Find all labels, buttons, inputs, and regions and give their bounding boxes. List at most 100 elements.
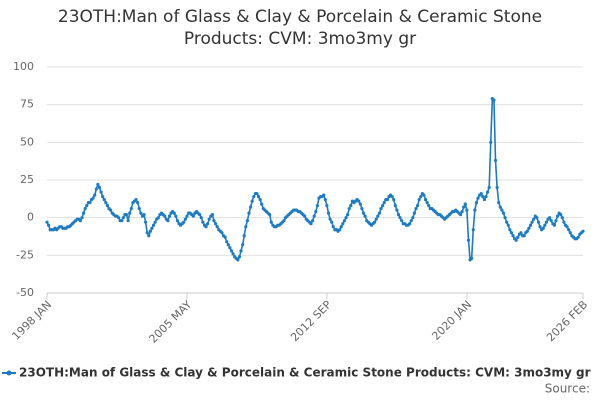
point bbox=[525, 229, 529, 233]
point bbox=[560, 216, 564, 220]
point bbox=[303, 214, 307, 218]
point bbox=[255, 191, 259, 196]
point bbox=[268, 213, 272, 217]
point bbox=[331, 225, 335, 229]
point bbox=[555, 214, 560, 218]
point bbox=[373, 220, 377, 224]
point bbox=[215, 225, 219, 229]
point bbox=[538, 225, 542, 229]
point bbox=[552, 223, 556, 227]
point bbox=[422, 193, 426, 197]
y-tick-label: 100 bbox=[13, 60, 34, 73]
point bbox=[213, 222, 218, 226]
y-tick-label: 25 bbox=[20, 173, 34, 186]
point bbox=[497, 201, 501, 205]
point bbox=[207, 217, 211, 221]
point bbox=[398, 216, 402, 220]
point bbox=[396, 213, 401, 217]
point bbox=[225, 240, 229, 244]
point bbox=[105, 204, 110, 208]
point bbox=[374, 217, 378, 221]
point bbox=[144, 220, 148, 224]
point bbox=[104, 201, 108, 205]
point bbox=[554, 219, 558, 223]
point bbox=[519, 231, 523, 235]
point bbox=[102, 197, 106, 202]
point bbox=[417, 197, 421, 202]
point bbox=[156, 216, 160, 220]
point bbox=[395, 208, 399, 212]
point bbox=[247, 211, 251, 215]
point bbox=[258, 197, 262, 202]
point bbox=[473, 208, 477, 212]
point bbox=[201, 220, 205, 224]
point bbox=[462, 205, 466, 209]
point bbox=[400, 219, 404, 223]
point bbox=[363, 214, 367, 218]
point bbox=[377, 211, 382, 215]
point bbox=[347, 207, 351, 211]
point bbox=[463, 202, 467, 206]
point bbox=[99, 190, 103, 194]
point bbox=[349, 204, 353, 208]
point bbox=[134, 197, 138, 202]
point bbox=[562, 220, 566, 224]
point bbox=[136, 201, 140, 205]
point bbox=[489, 140, 493, 144]
point bbox=[516, 235, 520, 239]
point bbox=[231, 252, 235, 256]
point bbox=[226, 243, 230, 247]
point bbox=[147, 234, 151, 238]
point bbox=[392, 197, 396, 202]
point bbox=[471, 228, 475, 232]
point bbox=[183, 217, 187, 221]
point bbox=[166, 219, 170, 223]
point bbox=[543, 223, 547, 227]
point bbox=[309, 222, 313, 226]
point bbox=[500, 208, 504, 212]
point bbox=[256, 194, 261, 199]
point bbox=[498, 205, 502, 209]
point bbox=[175, 219, 180, 223]
point bbox=[116, 216, 121, 220]
point bbox=[425, 201, 429, 205]
point bbox=[423, 197, 428, 202]
legend-marker bbox=[6, 370, 12, 376]
point bbox=[385, 197, 389, 202]
point bbox=[565, 225, 569, 229]
point bbox=[237, 255, 242, 259]
point bbox=[341, 222, 345, 226]
point bbox=[503, 216, 507, 220]
point bbox=[198, 213, 202, 217]
x-tick-label: 1998 JAN bbox=[9, 298, 54, 343]
point bbox=[128, 211, 132, 215]
point bbox=[223, 235, 227, 239]
point bbox=[229, 249, 234, 253]
point bbox=[495, 185, 499, 190]
point bbox=[241, 243, 245, 247]
point bbox=[148, 229, 152, 233]
point bbox=[379, 207, 383, 211]
point bbox=[151, 223, 156, 227]
point bbox=[91, 196, 95, 200]
point bbox=[45, 220, 49, 224]
point bbox=[228, 246, 232, 250]
point bbox=[581, 229, 585, 233]
point bbox=[81, 211, 86, 215]
point bbox=[514, 238, 518, 242]
chart-title: 23OTH:Man of Glass & Clay & Porcelain & … bbox=[57, 7, 543, 49]
point bbox=[559, 213, 563, 217]
point bbox=[124, 213, 129, 217]
point bbox=[344, 216, 348, 220]
point bbox=[96, 182, 100, 187]
point bbox=[361, 211, 366, 215]
point bbox=[191, 214, 195, 218]
point bbox=[567, 228, 571, 232]
point bbox=[101, 194, 105, 199]
point bbox=[380, 204, 385, 208]
y-tick-label: -25 bbox=[16, 248, 34, 261]
point bbox=[508, 228, 512, 232]
point bbox=[528, 223, 533, 227]
point bbox=[357, 199, 361, 203]
point bbox=[46, 223, 51, 227]
